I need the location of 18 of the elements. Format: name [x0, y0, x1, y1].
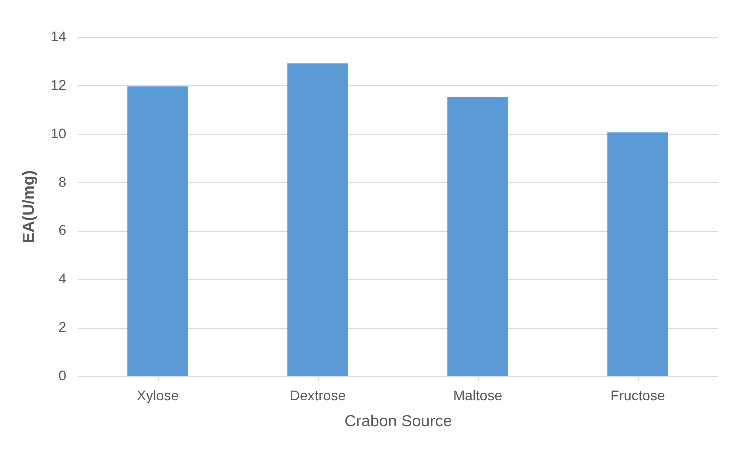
- x-tick-label: Dextrose: [290, 388, 346, 404]
- y-tick-label: 0: [58, 368, 67, 384]
- x-tick-label: Maltose: [453, 388, 503, 404]
- y-axis-title: EA(U/mg): [20, 170, 38, 244]
- x-tick-label: Xylose: [136, 388, 180, 404]
- bar: [608, 132, 668, 376]
- bar: [128, 86, 188, 376]
- y-tick-label: 14: [50, 28, 67, 44]
- y-tick-label: 12: [50, 76, 67, 93]
- y-tick-label: 8: [58, 174, 67, 190]
- x-tick-label: Fructose: [610, 388, 666, 404]
- x-axis-title: Crabon Source: [344, 414, 452, 430]
- y-tick-label: 4: [58, 270, 67, 287]
- y-tick-label: 2: [58, 319, 67, 336]
- y-tick-label: 10: [50, 125, 67, 142]
- y-tick-label: 6: [58, 222, 67, 238]
- bar: [448, 98, 508, 376]
- bar: [288, 64, 348, 376]
